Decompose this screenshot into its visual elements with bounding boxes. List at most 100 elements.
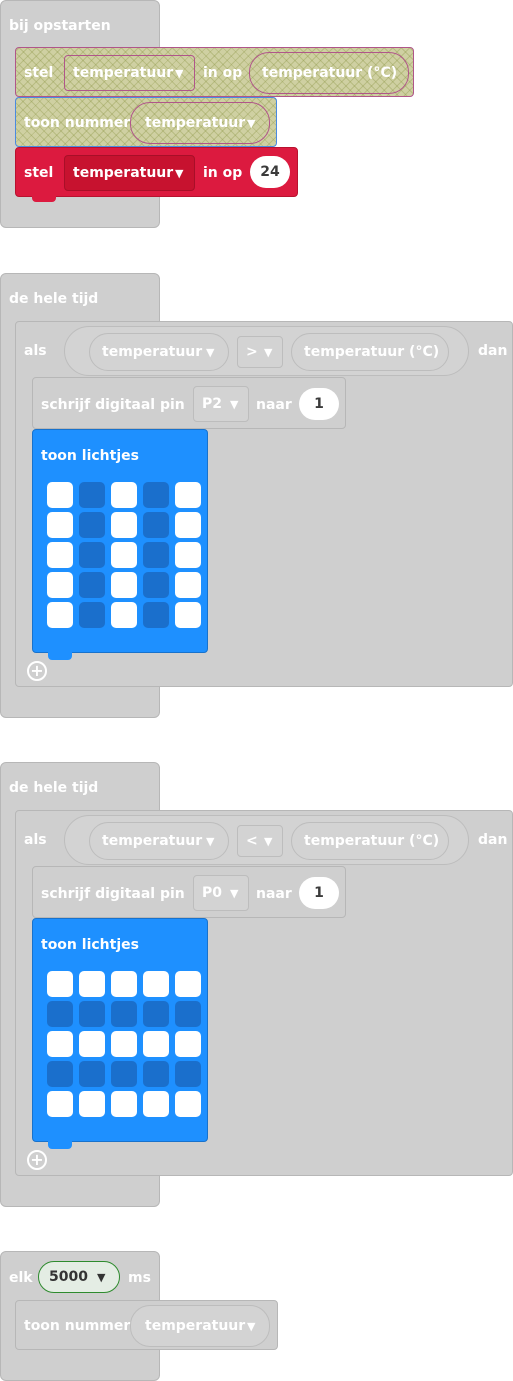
led-cell[interactable]	[47, 1061, 73, 1087]
temperature-sensor-reporter[interactable]: temperatuur (°C)	[249, 52, 409, 94]
led-cell[interactable]	[143, 971, 169, 997]
comparison-block[interactable]: temperatuur ▼ > ▼ temperatuur (°C)	[64, 326, 469, 376]
led-cell[interactable]	[175, 1001, 201, 1027]
if-keyword: als	[24, 343, 47, 359]
led-grid[interactable]	[47, 482, 207, 642]
led-cell[interactable]	[111, 602, 137, 628]
digital-write-block[interactable]: schrijf digitaal pin P2 ▼ naar 1	[32, 377, 346, 429]
comparison-block[interactable]: temperatuur ▼ < ▼ temperatuur (°C)	[64, 815, 469, 865]
variable-dropdown[interactable]: temperatuur ▼	[64, 55, 195, 91]
temperature-sensor-reporter[interactable]: temperatuur (°C)	[291, 333, 449, 371]
led-grid[interactable]	[47, 971, 207, 1131]
led-cell[interactable]	[143, 1031, 169, 1057]
show-number-keyword: toon nummer	[24, 115, 131, 131]
led-cell[interactable]	[175, 542, 201, 568]
to-label: naar	[256, 886, 292, 902]
add-icon[interactable]: +	[27, 661, 47, 681]
led-cell[interactable]	[47, 1091, 73, 1117]
number-input[interactable]: 1	[299, 877, 339, 909]
set-variable-block-2[interactable]: stel temperatuur ▼ in op 24	[15, 147, 298, 197]
led-cell[interactable]	[79, 1091, 105, 1117]
led-cell[interactable]	[143, 1091, 169, 1117]
led-cell[interactable]	[111, 1091, 137, 1117]
set-to-label: in op	[203, 165, 243, 181]
led-cell[interactable]	[175, 602, 201, 628]
led-cell[interactable]	[79, 1001, 105, 1027]
led-cell[interactable]	[111, 512, 137, 538]
show-number-block[interactable]: toon nummer temperatuur ▼	[15, 97, 277, 147]
chevron-down-icon: ▼	[264, 835, 273, 848]
led-cell[interactable]	[47, 542, 73, 568]
interval-dropdown[interactable]: 5000 ▼	[38, 1261, 120, 1293]
number-input[interactable]: 1	[299, 388, 339, 420]
led-cell[interactable]	[79, 572, 105, 598]
temperature-sensor-reporter[interactable]: temperatuur (°C)	[291, 822, 449, 860]
digital-write-block[interactable]: schrijf digitaal pin P0 ▼ naar 1	[32, 866, 346, 918]
led-cell[interactable]	[143, 1001, 169, 1027]
digital-write-keyword: schrijf digitaal pin	[41, 886, 185, 902]
led-cell[interactable]	[47, 602, 73, 628]
variable-reporter[interactable]: temperatuur ▼	[130, 102, 270, 144]
led-cell[interactable]	[111, 572, 137, 598]
led-cell[interactable]	[111, 1001, 137, 1027]
forever-label: de hele tijd	[9, 780, 99, 796]
led-cell[interactable]	[143, 1061, 169, 1087]
variable-reporter[interactable]: temperatuur ▼	[89, 333, 229, 371]
led-cell[interactable]	[79, 971, 105, 997]
led-cell[interactable]	[47, 1031, 73, 1057]
led-cell[interactable]	[143, 572, 169, 598]
led-cell[interactable]	[47, 572, 73, 598]
led-cell[interactable]	[175, 1031, 201, 1057]
led-cell[interactable]	[47, 512, 73, 538]
led-cell[interactable]	[143, 602, 169, 628]
led-cell[interactable]	[111, 542, 137, 568]
show-number-block-2[interactable]: toon nummer temperatuur ▼	[15, 1300, 278, 1350]
variable-dropdown[interactable]: temperatuur ▼	[64, 155, 195, 191]
led-cell[interactable]	[47, 1001, 73, 1027]
led-cell[interactable]	[143, 542, 169, 568]
led-cell[interactable]	[111, 1061, 137, 1087]
pin-dropdown[interactable]: P0 ▼	[193, 875, 249, 911]
pin-name: P0	[202, 885, 223, 901]
set-variable-block[interactable]: stel temperatuur ▼ in op temperatuur (°C…	[15, 47, 414, 97]
led-cell[interactable]	[111, 1031, 137, 1057]
variable-reporter[interactable]: temperatuur ▼	[130, 1305, 270, 1347]
add-icon[interactable]: +	[27, 1150, 47, 1170]
pin-dropdown[interactable]: P2 ▼	[193, 386, 249, 422]
led-cell[interactable]	[175, 971, 201, 997]
led-cell[interactable]	[79, 512, 105, 538]
led-cell[interactable]	[47, 971, 73, 997]
show-leds-block[interactable]: toon lichtjes	[32, 429, 208, 653]
variable-name: temperatuur	[73, 165, 174, 181]
show-leds-block[interactable]: toon lichtjes	[32, 918, 208, 1142]
set-to-label: in op	[203, 65, 243, 81]
number-input[interactable]: 24	[250, 156, 290, 188]
led-cell[interactable]	[175, 572, 201, 598]
chevron-down-icon: ▼	[247, 117, 256, 130]
led-cell[interactable]	[143, 512, 169, 538]
led-cell[interactable]	[47, 482, 73, 508]
every-keyword: elk	[9, 1270, 33, 1286]
led-cell[interactable]	[111, 482, 137, 508]
chevron-down-icon: ▼	[175, 167, 184, 180]
led-cell[interactable]	[79, 1061, 105, 1087]
led-cell[interactable]	[143, 482, 169, 508]
led-cell[interactable]	[175, 1061, 201, 1087]
chevron-down-icon: ▼	[97, 1271, 106, 1284]
led-cell[interactable]	[79, 542, 105, 568]
block-notch	[32, 196, 56, 202]
digital-write-keyword: schrijf digitaal pin	[41, 397, 185, 413]
show-leds-label: toon lichtjes	[41, 448, 139, 464]
chevron-down-icon: ▼	[230, 887, 239, 900]
block-notch	[48, 1141, 72, 1149]
led-cell[interactable]	[79, 602, 105, 628]
operator-dropdown[interactable]: < ▼	[237, 825, 283, 857]
led-cell[interactable]	[79, 1031, 105, 1057]
led-cell[interactable]	[175, 1091, 201, 1117]
led-cell[interactable]	[111, 971, 137, 997]
led-cell[interactable]	[175, 512, 201, 538]
operator-dropdown[interactable]: > ▼	[237, 336, 283, 368]
led-cell[interactable]	[79, 482, 105, 508]
led-cell[interactable]	[175, 482, 201, 508]
variable-reporter[interactable]: temperatuur ▼	[89, 822, 229, 860]
